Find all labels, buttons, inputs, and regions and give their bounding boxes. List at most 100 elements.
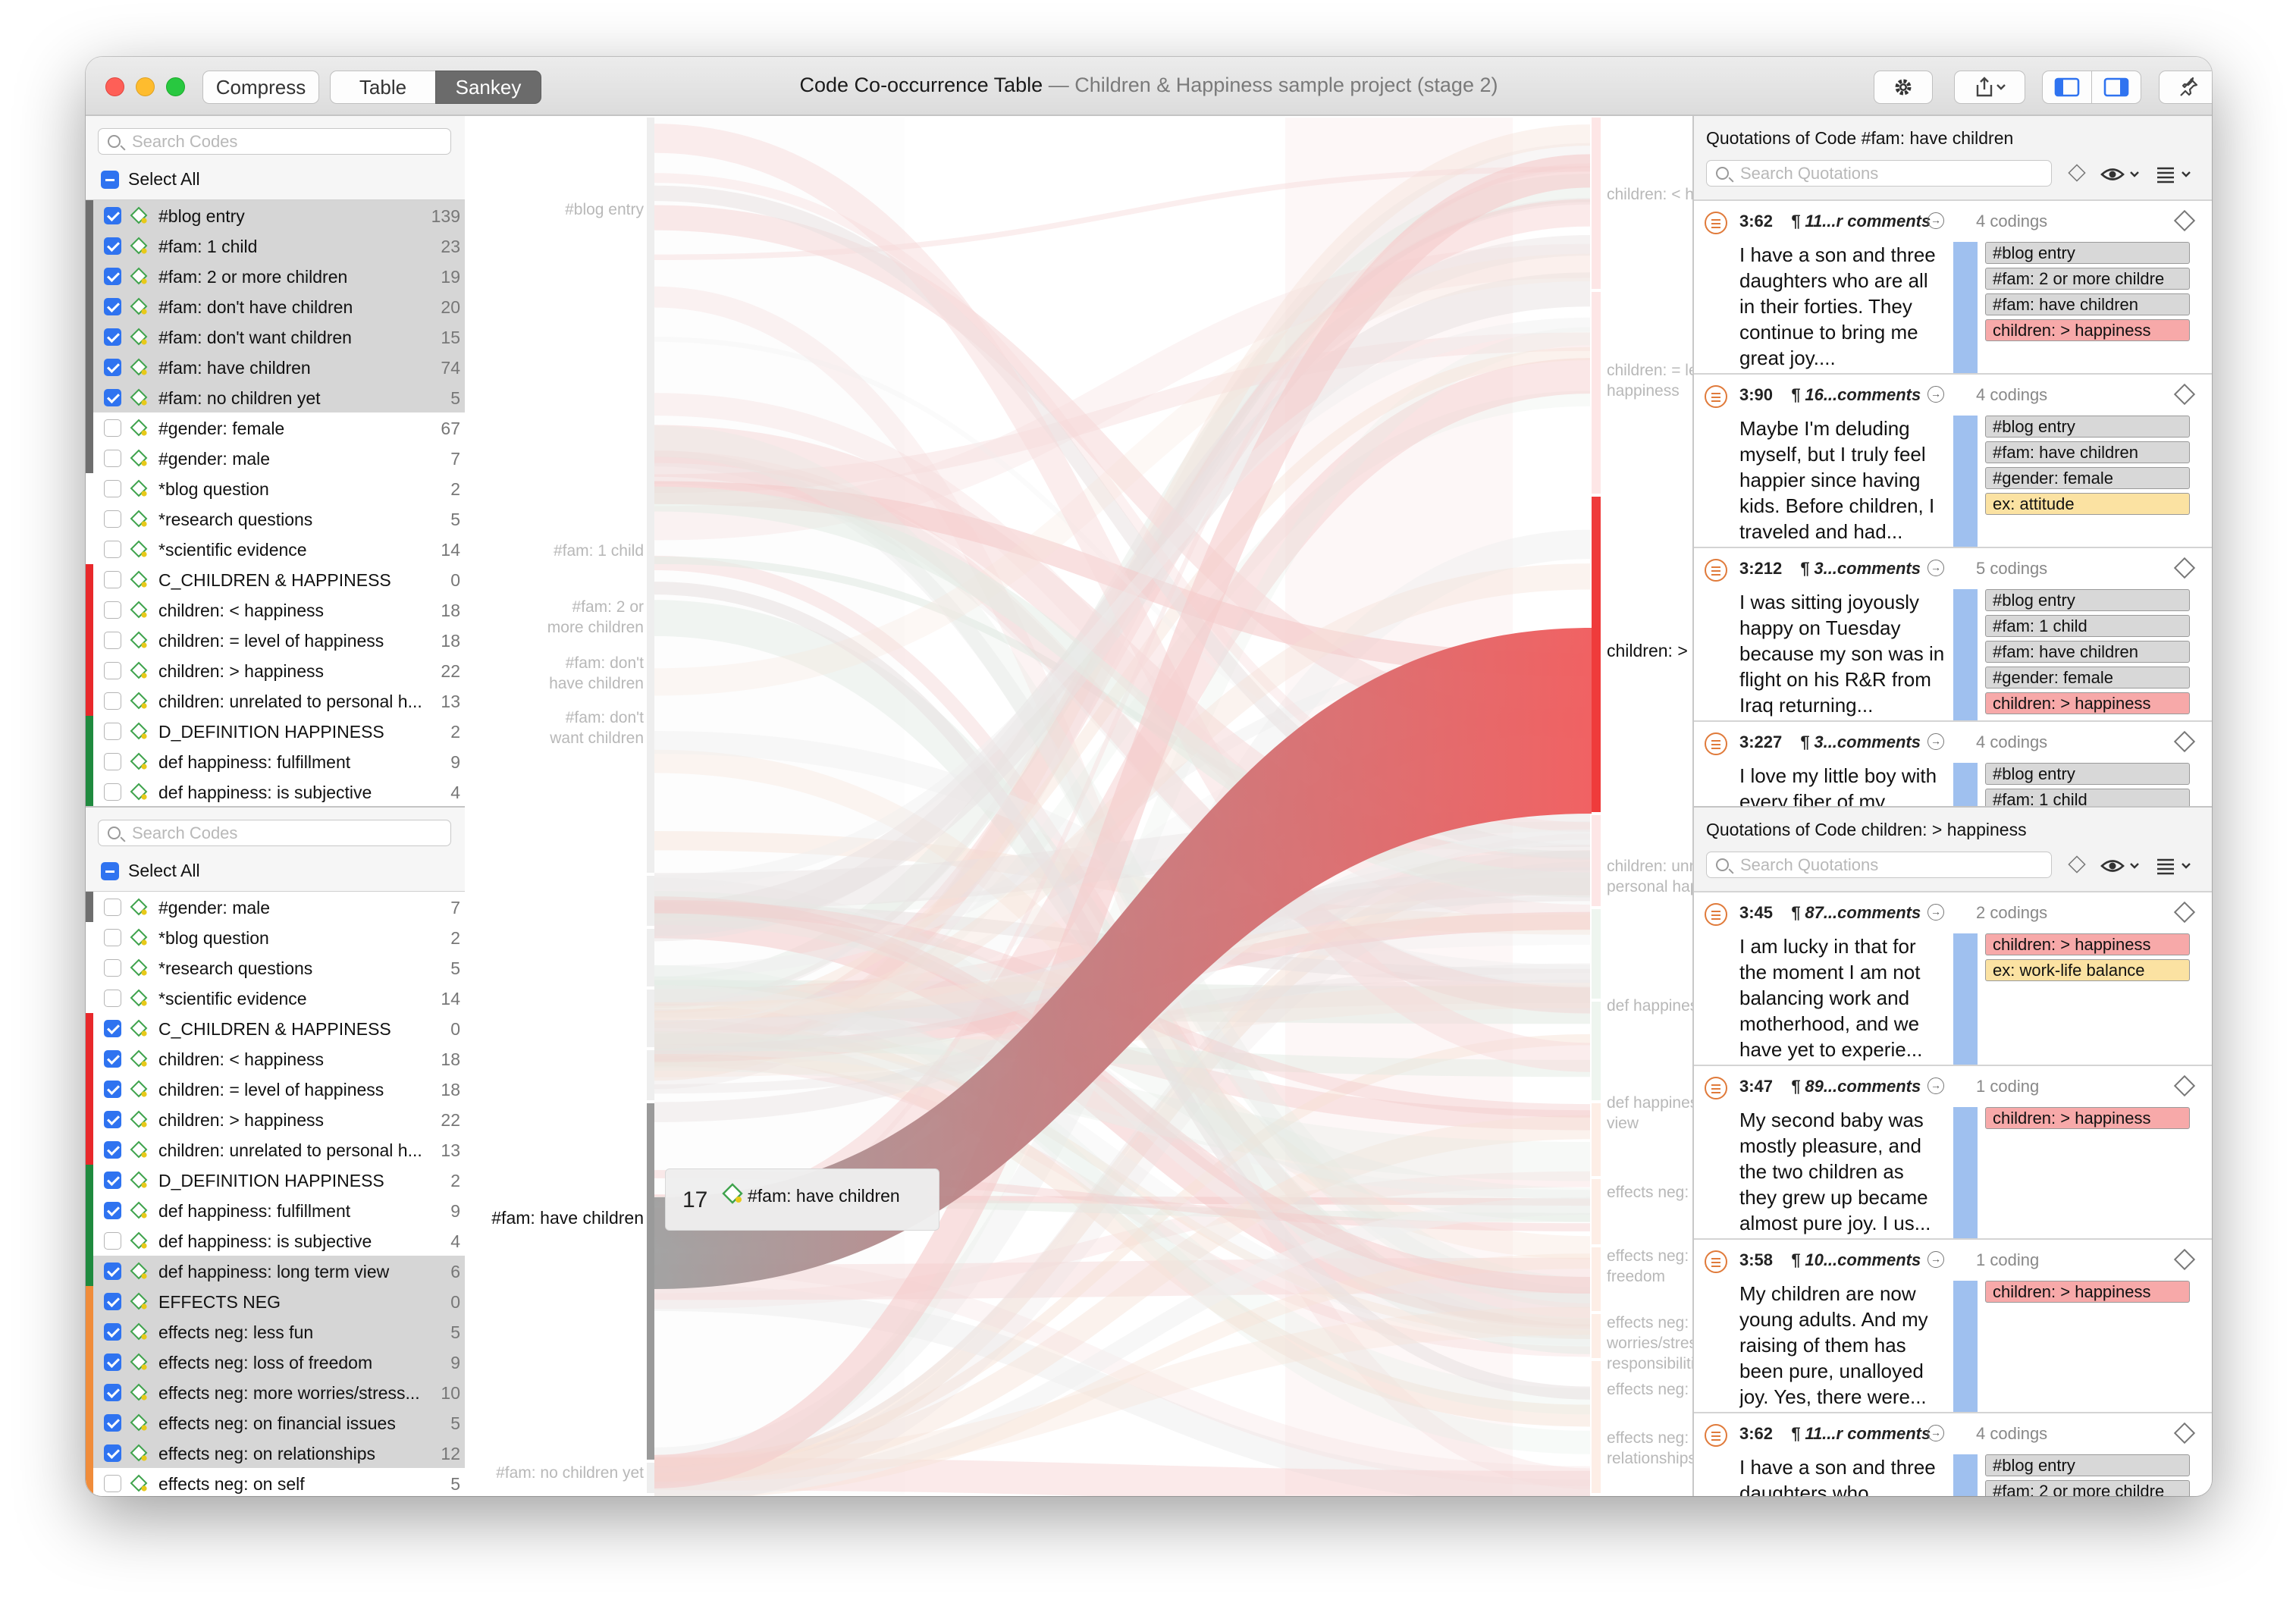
quotation-card[interactable]: 3:227 ¶ 3...comments → 4 codings I love my l…: [1694, 720, 2212, 806]
code-row[interactable]: effects neg: loss of freedom 9: [86, 1347, 465, 1377]
highlighted-flow[interactable]: [654, 628, 1592, 1289]
code-row[interactable]: effects neg: on financial issues 5: [86, 1407, 465, 1438]
share-button[interactable]: [1954, 71, 2025, 104]
right-node-bar[interactable]: [1592, 1361, 1601, 1493]
code-tag[interactable]: #blog entry: [1985, 416, 2190, 438]
code-checkbox[interactable]: [104, 753, 121, 770]
code-row[interactable]: effects neg: more worries/stress... 10: [86, 1377, 465, 1407]
code-checkbox[interactable]: [104, 419, 121, 437]
code-checkbox[interactable]: [104, 1444, 121, 1462]
code-checkbox[interactable]: [104, 601, 121, 619]
go-to-quotation-icon[interactable]: →: [1927, 560, 1944, 576]
code-row[interactable]: effects neg: on relationships 12: [86, 1438, 465, 1468]
code-row[interactable]: C_CHILDREN & HAPPINESS 0: [86, 564, 465, 594]
code-checkbox[interactable]: [104, 389, 121, 406]
select-all-checkbox[interactable]: Select All: [101, 861, 200, 881]
code-checkbox[interactable]: [104, 692, 121, 710]
quotation-card[interactable]: 3:90 ¶ 16...comments → 4 codings Maybe I'm d…: [1694, 373, 2212, 547]
quotation-card[interactable]: 3:47 ¶ 89...comments → 1 coding My second ba…: [1694, 1065, 2212, 1238]
go-to-quotation-icon[interactable]: →: [1927, 1425, 1944, 1441]
code-row[interactable]: #fam: no children yet 5: [86, 382, 465, 412]
code-tag[interactable]: #gender: female: [1985, 667, 2190, 689]
code-row[interactable]: #fam: 2 or more children 19: [86, 261, 465, 291]
code-checkbox[interactable]: [104, 1202, 121, 1219]
code-row[interactable]: #blog entry 139: [86, 200, 465, 231]
right-node-bar[interactable]: [1592, 1247, 1601, 1311]
code-checkbox[interactable]: [104, 237, 121, 255]
toggle-left-sidebar-button[interactable]: [2042, 71, 2092, 104]
go-to-quotation-icon[interactable]: →: [1927, 1077, 1944, 1094]
select-all-checkbox[interactable]: Select All: [101, 169, 200, 190]
compress-button[interactable]: Compress: [202, 71, 319, 104]
settings-button[interactable]: [1874, 71, 1933, 104]
pin-button[interactable]: [2159, 71, 2212, 104]
go-to-quotation-icon[interactable]: →: [1927, 386, 1944, 403]
code-row[interactable]: def happiness: fulfillment 9: [86, 746, 465, 776]
left-node-label[interactable]: #blog entry: [565, 201, 644, 218]
go-to-quotation-icon[interactable]: →: [1927, 733, 1944, 750]
tab-table[interactable]: Table: [330, 71, 436, 104]
visibility-menu[interactable]: [2100, 855, 2146, 877]
left-node-bar[interactable]: [647, 1103, 654, 1460]
code-tag[interactable]: #fam: 2 or more childre: [1985, 268, 2190, 290]
code-checkbox[interactable]: [104, 959, 121, 977]
code-tag[interactable]: #fam: have children: [1985, 293, 2190, 315]
apply-code-icon[interactable]: [2173, 557, 2196, 579]
code-checkbox[interactable]: [104, 1111, 121, 1128]
zoom-window-button[interactable]: [166, 77, 185, 96]
code-filter-icon[interactable]: [2068, 164, 2086, 182]
code-checkbox[interactable]: [104, 1323, 121, 1341]
left-node-bar[interactable]: [647, 990, 654, 1047]
code-tag[interactable]: children: > happiness: [1985, 1107, 2190, 1129]
search-quotations-input[interactable]: Search Quotations: [1706, 852, 2052, 878]
code-row[interactable]: def happiness: fulfillment 9: [86, 1195, 465, 1225]
code-row[interactable]: children: = level of happiness 18: [86, 1074, 465, 1104]
code-checkbox[interactable]: [104, 510, 121, 528]
visibility-menu[interactable]: [2100, 163, 2146, 186]
left-node-label[interactable]: #fam: 1 child: [553, 542, 644, 560]
code-row[interactable]: *blog question 2: [86, 473, 465, 503]
close-window-button[interactable]: [105, 77, 124, 96]
code-checkbox[interactable]: [104, 1232, 121, 1250]
code-row[interactable]: #gender: female 67: [86, 412, 465, 443]
code-checkbox[interactable]: [104, 450, 121, 467]
code-row[interactable]: *blog question 2: [86, 922, 465, 952]
left-node-label[interactable]: #fam: have children: [491, 1208, 644, 1228]
code-tag[interactable]: ex: attitude: [1985, 493, 2190, 515]
left-node-bar[interactable]: [647, 1463, 654, 1493]
code-row[interactable]: effects neg: on self 5: [86, 1468, 465, 1496]
code-row[interactable]: *scientific evidence 14: [86, 534, 465, 564]
code-row[interactable]: def happiness: long term view 6: [86, 1256, 465, 1286]
right-node-label[interactable]: effects neg: on relationships: [1607, 1429, 1711, 1467]
code-row[interactable]: *scientific evidence 14: [86, 983, 465, 1013]
right-node-bar[interactable]: [1592, 118, 1601, 289]
right-node-bar[interactable]: [1592, 1314, 1601, 1358]
code-row[interactable]: #fam: don't have children 20: [86, 291, 465, 322]
code-row[interactable]: children: unrelated to personal h... 13: [86, 1134, 465, 1165]
code-tag[interactable]: #blog entry: [1985, 1454, 2190, 1476]
code-row[interactable]: children: < happiness 18: [86, 1043, 465, 1074]
code-row[interactable]: *research questions 5: [86, 952, 465, 983]
code-checkbox[interactable]: [104, 1293, 121, 1310]
list-options-menu[interactable]: [2155, 855, 2200, 877]
code-checkbox[interactable]: [104, 480, 121, 497]
code-row[interactable]: children: > happiness 22: [86, 655, 465, 685]
left-node-bar[interactable]: [647, 118, 654, 873]
go-to-quotation-icon[interactable]: →: [1927, 212, 1944, 229]
code-checkbox[interactable]: [104, 990, 121, 1007]
quotation-card[interactable]: 3:58 ¶ 10...comments → 1 coding My children …: [1694, 1238, 2212, 1412]
code-tag[interactable]: #gender: female: [1985, 467, 2190, 489]
code-checkbox[interactable]: [104, 723, 121, 740]
apply-code-icon[interactable]: [2173, 383, 2196, 406]
code-tag[interactable]: #blog entry: [1985, 242, 2190, 264]
code-checkbox[interactable]: [104, 571, 121, 588]
quotation-card[interactable]: 3:62 ¶ 11...r comments → 4 codings I have a …: [1694, 199, 2212, 373]
code-tag[interactable]: children: > happiness: [1985, 319, 2190, 341]
right-node-bar[interactable]: [1592, 1002, 1601, 1100]
left-node-label[interactable]: #fam: don't want children: [550, 709, 644, 747]
apply-code-icon[interactable]: [2173, 730, 2196, 753]
code-row[interactable]: def happiness: is subjective 4: [86, 1225, 465, 1256]
apply-code-icon[interactable]: [2173, 901, 2196, 924]
go-to-quotation-icon[interactable]: →: [1927, 904, 1944, 921]
code-checkbox[interactable]: [104, 1050, 121, 1068]
